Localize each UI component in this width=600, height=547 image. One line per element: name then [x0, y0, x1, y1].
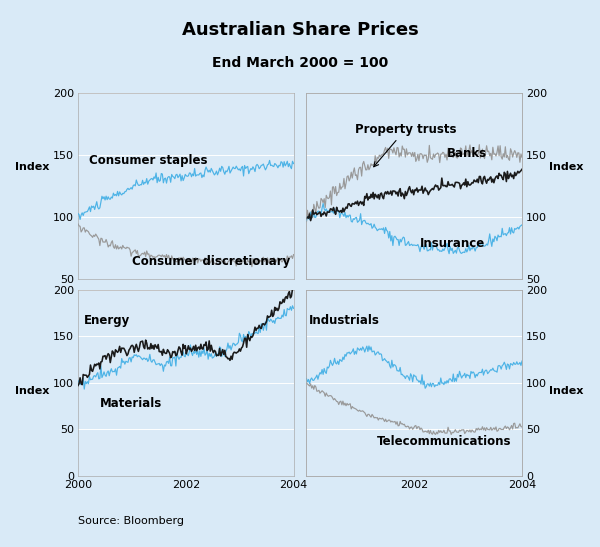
Text: Source: Bloomberg: Source: Bloomberg — [78, 516, 184, 526]
Text: Insurance: Insurance — [419, 237, 485, 249]
Text: Index: Index — [549, 386, 583, 396]
Text: Property trusts: Property trusts — [355, 123, 457, 167]
Text: Energy: Energy — [83, 315, 130, 328]
Text: Index: Index — [15, 386, 49, 396]
Text: End March 2000 = 100: End March 2000 = 100 — [212, 56, 388, 70]
Text: Consumer staples: Consumer staples — [89, 154, 207, 167]
Text: Consumer discretionary: Consumer discretionary — [132, 255, 290, 268]
Text: Australian Share Prices: Australian Share Prices — [182, 21, 418, 39]
Text: Index: Index — [549, 162, 583, 172]
Text: Materials: Materials — [100, 397, 162, 410]
Text: Telecommunications: Telecommunications — [377, 435, 511, 448]
Text: Index: Index — [15, 162, 49, 172]
Text: Industrials: Industrials — [309, 315, 380, 328]
Text: Banks: Banks — [446, 148, 487, 160]
